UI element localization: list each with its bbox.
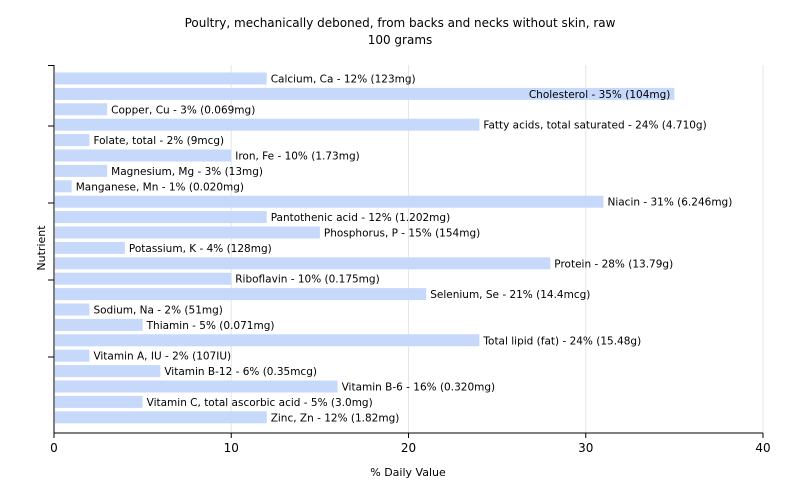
bar-label: Copper, Cu - 3% (0.069mg) bbox=[111, 104, 255, 116]
bar bbox=[55, 134, 90, 147]
bar bbox=[55, 195, 604, 208]
bar-label: Protein - 28% (13.79g) bbox=[554, 258, 673, 270]
bar bbox=[55, 288, 427, 301]
bar bbox=[55, 164, 108, 177]
x-tick-label: 10 bbox=[224, 441, 239, 455]
x-tick-label: 0 bbox=[50, 441, 58, 455]
bar bbox=[55, 395, 143, 408]
bar-label: Thiamin - 5% (0.071mg) bbox=[146, 320, 275, 332]
bar bbox=[55, 334, 480, 347]
x-axis-title: % Daily Value bbox=[370, 466, 446, 479]
bar-label: Riboflavin - 10% (0.175mg) bbox=[235, 274, 379, 286]
chart-subtitle: 100 grams bbox=[368, 33, 433, 47]
bar-label: Fatty acids, total saturated - 24% (4.71… bbox=[483, 120, 706, 132]
bar-label: Phosphorus, P - 15% (154mg) bbox=[324, 228, 480, 240]
bar bbox=[55, 180, 72, 193]
x-tick-label: 20 bbox=[401, 441, 416, 455]
bar bbox=[55, 349, 90, 362]
bar bbox=[55, 318, 143, 331]
chart-title: Poultry, mechanically deboned, from back… bbox=[185, 16, 616, 30]
bar bbox=[55, 103, 108, 116]
bar-label: Zinc, Zn - 12% (1.82mg) bbox=[271, 412, 400, 424]
bar-label: Iron, Fe - 10% (1.73mg) bbox=[235, 151, 359, 163]
bar bbox=[55, 87, 675, 100]
bar-label: Vitamin B-12 - 6% (0.35mcg) bbox=[164, 366, 317, 378]
bar bbox=[55, 257, 551, 270]
bar-label: Calcium, Ca - 12% (123mg) bbox=[271, 74, 416, 86]
bar bbox=[55, 365, 161, 378]
bar-labels-group: Calcium, Ca - 12% (123mg) Cholesterol - 3… bbox=[76, 74, 733, 425]
bar bbox=[55, 241, 125, 254]
bar bbox=[55, 303, 90, 316]
bar-label: Manganese, Mn - 1% (0.020mg) bbox=[76, 181, 244, 193]
bar bbox=[55, 72, 267, 85]
bar-label: Folate, total - 2% (9mcg) bbox=[93, 135, 224, 147]
bar-label: Pantothenic acid - 12% (1.202mg) bbox=[271, 212, 450, 224]
y-axis-title: Nutrient bbox=[35, 225, 48, 271]
bar-label: Total lipid (fat) - 24% (15.48g) bbox=[482, 335, 641, 347]
bar bbox=[55, 211, 267, 224]
axes: 0 10 20 30 40 bbox=[48, 65, 771, 455]
x-tick-label: 30 bbox=[578, 441, 593, 455]
bars-group bbox=[55, 72, 675, 424]
bar bbox=[55, 226, 320, 239]
bar bbox=[55, 149, 232, 162]
bar bbox=[55, 118, 480, 131]
bar-label: Vitamin A, IU - 2% (107IU) bbox=[93, 351, 231, 363]
bar-label: Vitamin C, total ascorbic acid - 5% (3.0… bbox=[147, 397, 373, 409]
x-tick-label: 40 bbox=[755, 441, 770, 455]
bar bbox=[55, 272, 232, 285]
bar-label: Vitamin B-6 - 16% (0.320mg) bbox=[342, 382, 496, 394]
bar-label: Selenium, Se - 21% (14.4mcg) bbox=[430, 289, 590, 301]
bar-label: Magnesium, Mg - 3% (13mg) bbox=[111, 166, 263, 178]
bar-label: Niacin - 31% (6.246mg) bbox=[607, 197, 732, 209]
bar-label: Potassium, K - 4% (128mg) bbox=[129, 243, 272, 255]
bar bbox=[55, 411, 267, 424]
bar-label: Sodium, Na - 2% (51mg) bbox=[93, 305, 222, 317]
bar bbox=[55, 380, 338, 393]
bar-label: Cholesterol - 35% (104mg) bbox=[529, 89, 671, 101]
